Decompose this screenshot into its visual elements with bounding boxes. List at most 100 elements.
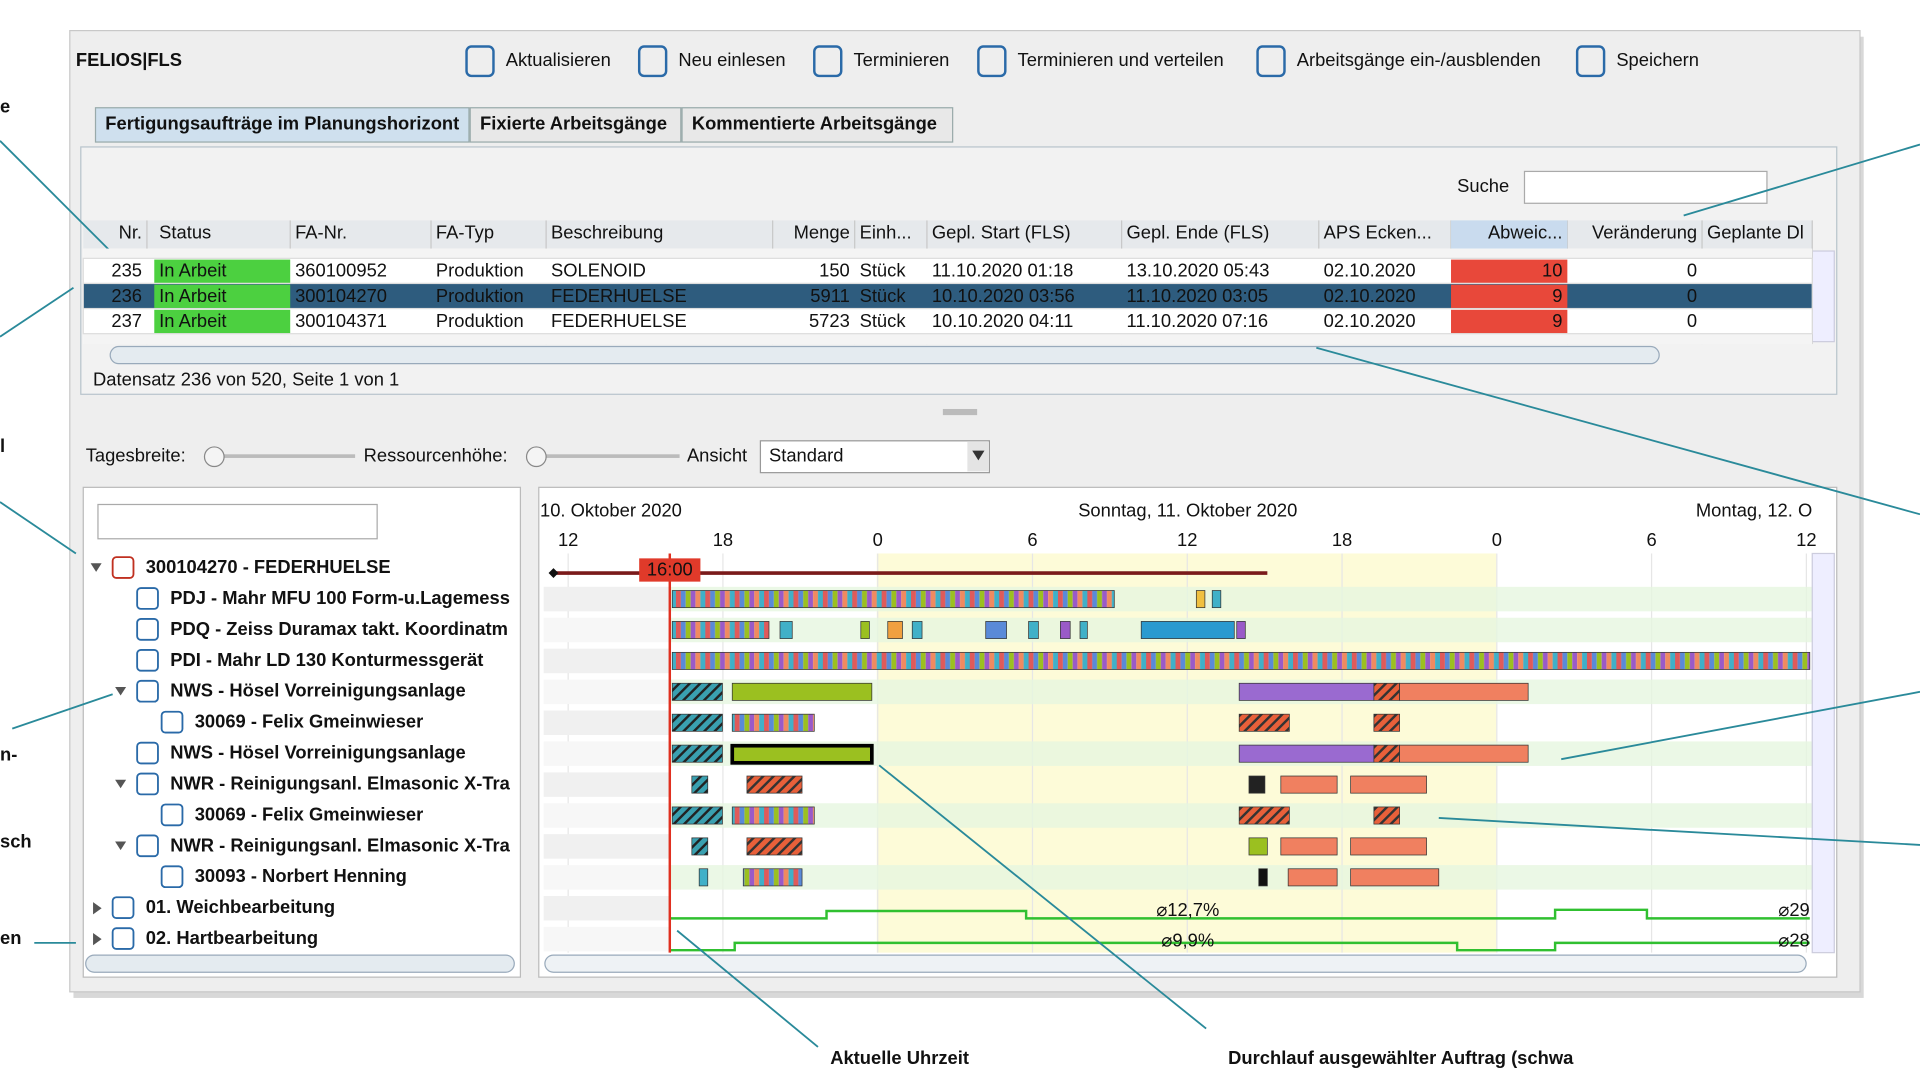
column-header[interactable]: FA-Typ bbox=[436, 222, 494, 243]
gantt-bar[interactable] bbox=[779, 621, 793, 639]
column-header[interactable]: APS Ecken... bbox=[1324, 222, 1432, 243]
tree-node[interactable]: 30069 - Felix Gmeinwieser bbox=[195, 803, 424, 824]
gantt-bar[interactable] bbox=[860, 621, 870, 639]
column-header[interactable]: FA-Nr. bbox=[295, 222, 347, 243]
tree-node[interactable]: 01. Weichbearbeitung bbox=[146, 896, 335, 917]
search-field[interactable] bbox=[1523, 170, 1768, 204]
gantt-bar[interactable] bbox=[1238, 744, 1375, 763]
column-header[interactable]: Gepl. Ende (FLS) bbox=[1127, 222, 1270, 243]
gantt-bar[interactable] bbox=[698, 868, 709, 887]
toolbar-button[interactable]: Terminieren und verteilen bbox=[1018, 49, 1224, 70]
tree-node[interactable]: NWS - Hösel Vorreinigungsanlage bbox=[170, 742, 466, 763]
tree-toggle[interactable] bbox=[115, 686, 127, 696]
toolbar-button[interactable]: Neu einlesen bbox=[678, 49, 785, 70]
tree-scrollbar[interactable] bbox=[85, 954, 515, 973]
tab[interactable] bbox=[94, 107, 470, 143]
gantt-bar[interactable] bbox=[746, 775, 803, 794]
gantt-bar[interactable] bbox=[746, 837, 803, 856]
toolbar-button[interactable]: Arbeitsgänge ein-/ausblenden bbox=[1297, 49, 1541, 70]
tree-toggle[interactable] bbox=[90, 563, 102, 572]
toolbar-button[interactable]: Speichern bbox=[1616, 49, 1699, 70]
gantt-bar[interactable] bbox=[671, 651, 1811, 670]
gantt-bar[interactable] bbox=[1236, 621, 1246, 639]
column-header[interactable]: Gepl. Start (FLS) bbox=[932, 222, 1071, 243]
toolbar-button[interactable]: Terminieren bbox=[853, 49, 949, 70]
gantt-bar[interactable] bbox=[911, 621, 923, 639]
tree-toggle[interactable] bbox=[115, 841, 127, 851]
gantt-bar[interactable] bbox=[731, 806, 815, 825]
gantt-bar[interactable] bbox=[731, 744, 873, 763]
gantt-bar[interactable] bbox=[731, 682, 873, 701]
gantt-bar[interactable] bbox=[671, 806, 723, 825]
gantt-bar[interactable] bbox=[1195, 590, 1206, 609]
gantt-bar[interactable] bbox=[1287, 868, 1338, 887]
v-scrollbar[interactable] bbox=[1811, 250, 1835, 343]
gantt-bar[interactable] bbox=[1280, 837, 1338, 856]
gantt-bar[interactable] bbox=[1258, 868, 1268, 887]
tree-node[interactable]: PDJ - Mahr MFU 100 Form-u.Lagemess bbox=[170, 587, 510, 608]
gantt-bar[interactable] bbox=[671, 621, 770, 639]
gantt-bar[interactable] bbox=[671, 590, 1115, 609]
toolbar-button[interactable]: Aktualisieren bbox=[506, 49, 611, 70]
tree-node[interactable]: PDQ - Zeiss Duramax takt. Koordinatm bbox=[170, 618, 508, 639]
gantt-bar[interactable] bbox=[1373, 806, 1400, 825]
gantt-bar[interactable] bbox=[1280, 775, 1338, 794]
gantt-v-scrollbar[interactable] bbox=[1811, 552, 1835, 954]
tree-node[interactable]: 300104270 - FEDERHUELSE bbox=[146, 556, 391, 577]
tree-toggle[interactable] bbox=[93, 933, 102, 946]
gantt-bar[interactable] bbox=[887, 621, 903, 639]
h-scrollbar[interactable] bbox=[109, 345, 1660, 365]
view-select[interactable] bbox=[759, 440, 990, 474]
gantt-bar[interactable] bbox=[1211, 590, 1222, 609]
column-header[interactable]: Einh... bbox=[860, 222, 912, 243]
slider-thumb[interactable] bbox=[203, 446, 225, 468]
gantt-bar[interactable] bbox=[1238, 806, 1290, 825]
gantt-bar[interactable] bbox=[671, 713, 723, 732]
gantt-bar[interactable] bbox=[1248, 837, 1268, 856]
gantt-scrollbar[interactable] bbox=[544, 954, 1807, 973]
gantt-bar[interactable] bbox=[985, 621, 1007, 639]
column-header[interactable]: Geplante Dl bbox=[1707, 222, 1804, 243]
gantt-bar[interactable] bbox=[1238, 682, 1375, 701]
gantt-bar[interactable] bbox=[1140, 621, 1235, 639]
gantt-bar[interactable] bbox=[1060, 621, 1071, 639]
gantt-bar[interactable] bbox=[1350, 775, 1427, 794]
column-header[interactable]: Nr. bbox=[119, 222, 142, 243]
gantt-bar[interactable] bbox=[1079, 621, 1088, 639]
tree-toggle[interactable] bbox=[115, 779, 127, 789]
gantt-bar[interactable] bbox=[1373, 713, 1400, 732]
tree-node[interactable]: NWR - Reinigungsanl. Elmasonic X-Tra bbox=[170, 834, 510, 855]
tab[interactable] bbox=[469, 107, 682, 143]
gantt-bar[interactable] bbox=[1350, 837, 1427, 856]
tree-node[interactable]: 02. Hartbearbeitung bbox=[146, 927, 318, 948]
tree-search[interactable] bbox=[97, 503, 378, 540]
tree-node[interactable]: 30069 - Felix Gmeinwieser bbox=[195, 711, 424, 732]
column-header[interactable]: Beschreibung bbox=[551, 222, 663, 243]
gantt-bar[interactable] bbox=[1373, 744, 1400, 763]
gantt-bar[interactable] bbox=[671, 682, 723, 701]
gantt-bar[interactable] bbox=[1399, 744, 1529, 763]
gantt-bar[interactable] bbox=[671, 744, 723, 763]
gantt-bar[interactable] bbox=[1350, 868, 1440, 887]
splitter[interactable] bbox=[942, 408, 978, 416]
tree-node[interactable]: NWS - Hösel Vorreinigungsanlage bbox=[170, 680, 466, 701]
tree-toggle[interactable] bbox=[93, 902, 102, 915]
gantt-bar[interactable] bbox=[731, 713, 815, 732]
gantt-bar[interactable] bbox=[691, 775, 709, 794]
column-header[interactable]: Abweic... bbox=[1488, 222, 1563, 243]
gantt-bar[interactable] bbox=[1238, 713, 1290, 732]
gantt-bar[interactable] bbox=[691, 837, 709, 856]
tab[interactable] bbox=[681, 107, 954, 143]
tree-node[interactable]: PDI - Mahr LD 130 Konturmessgerät bbox=[170, 649, 483, 670]
gantt-bar[interactable] bbox=[1028, 621, 1039, 639]
tree-node[interactable]: 30093 - Norbert Henning bbox=[195, 865, 407, 886]
column-header[interactable]: Veränderung bbox=[1592, 222, 1697, 243]
gantt-bar[interactable] bbox=[1373, 682, 1400, 701]
gantt-bar[interactable] bbox=[1248, 775, 1266, 794]
column-header[interactable]: Status bbox=[159, 222, 211, 243]
column-header[interactable]: Menge bbox=[794, 222, 850, 243]
gantt-bar[interactable] bbox=[742, 868, 803, 887]
tree-node[interactable]: NWR - Reinigungsanl. Elmasonic X-Tra bbox=[170, 772, 510, 793]
gantt-bar[interactable] bbox=[1399, 682, 1529, 701]
slider-thumb[interactable] bbox=[525, 446, 547, 468]
